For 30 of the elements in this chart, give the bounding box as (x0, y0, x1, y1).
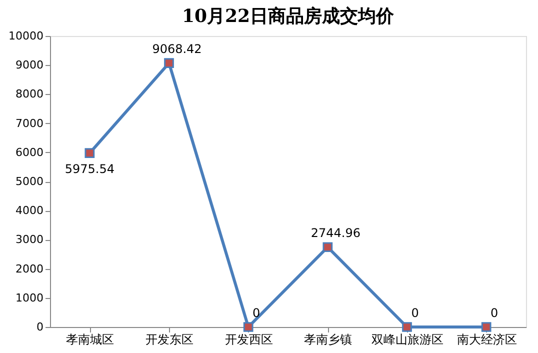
y-tick-label: 6000 (16, 146, 44, 159)
y-tick-label: 5000 (16, 175, 44, 188)
y-tick-label: 9000 (16, 58, 44, 72)
y-tick-label: 8000 (16, 88, 44, 101)
y-tick-label: 0 (36, 320, 44, 334)
data-label: 2744.96 (310, 226, 360, 240)
y-tick-label: 2000 (16, 262, 44, 276)
y-tick-label: 10000 (8, 30, 44, 42)
point (322, 242, 333, 252)
point (164, 58, 174, 68)
x-tick-label: 开发西区 (224, 332, 273, 346)
point (481, 322, 492, 332)
y-tick-label: 1000 (16, 291, 44, 304)
point (402, 322, 412, 332)
data-label: 0 (490, 306, 498, 320)
y-tick-label: 7000 (16, 116, 44, 130)
y-tick-label: 4000 (16, 204, 44, 218)
x-tick-label: 孝南乡镇 (304, 332, 352, 346)
y-tick-label: 3000 (16, 233, 44, 246)
data-label: 9068.42 (152, 42, 202, 56)
data-label: 0 (411, 306, 419, 320)
x-tick-label: 开发东区 (146, 332, 194, 346)
data-label: 0 (252, 306, 260, 320)
chart-title: 10月22日商品房成交均价 (182, 6, 396, 27)
point (84, 148, 95, 158)
data-label: 5975.54 (64, 162, 114, 176)
x-tick-label: 双峰山旅游区 (372, 332, 444, 346)
point (243, 322, 254, 332)
x-tick-label: 孝南城区 (66, 332, 114, 346)
x-tick-label: 南大经济区 (456, 332, 517, 346)
